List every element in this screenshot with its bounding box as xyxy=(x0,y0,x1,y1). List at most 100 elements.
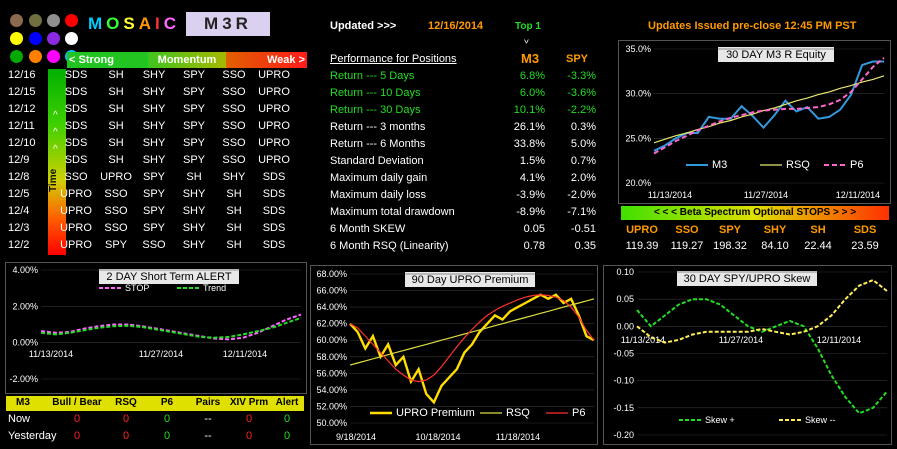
performance-row: Maximum total drawdown -8.9% -7.1% xyxy=(330,206,600,222)
issued-note: Updates Issued pre-close 12:45 PM PST xyxy=(648,20,857,32)
logo-letter: I xyxy=(155,14,164,33)
position-ticker: SSO xyxy=(222,120,246,132)
x-tick-label: 11/13/2014 xyxy=(621,335,665,345)
beta-ticker: SPY xyxy=(718,224,741,236)
position-ticker: UPRO xyxy=(258,137,290,149)
x-tick-label: 12/11/2014 xyxy=(223,349,267,359)
position-ticker: SPY xyxy=(182,103,205,115)
performance-m3-value: 33.8% xyxy=(513,138,545,150)
position-ticker: SPY xyxy=(182,154,205,166)
logo-letter: M xyxy=(88,14,107,33)
y-tick-label: 25.0% xyxy=(625,133,651,143)
position-ticker: SH xyxy=(108,120,124,132)
position-date: 12/4 xyxy=(8,205,30,217)
position-ticker: SDS xyxy=(64,69,88,81)
spy-column-head: SPY xyxy=(566,53,589,65)
signal-header: XIV Prm xyxy=(229,397,269,408)
signal-row-label: Now xyxy=(8,413,31,425)
series-line-stop xyxy=(40,313,302,341)
chart-title: 30 DAY M3 R Equity xyxy=(726,49,826,61)
signals-header: M3 Bull / Bear RSQ P6 Pairs XIV Prm Alert xyxy=(6,396,304,411)
momentum-mid: Momentum xyxy=(147,52,227,68)
chart-title: 30 DAY SPY/UPRO Skew xyxy=(684,273,811,285)
signal-value: 0 xyxy=(163,430,171,442)
position-ticker: UPRO xyxy=(258,120,290,132)
signal-header: P6 xyxy=(160,397,174,408)
premium-chart-panel xyxy=(310,265,598,445)
y-tick-label: 30.0% xyxy=(625,89,651,99)
table-row: 12/11 SDS SH SHY SPY SSO UPRO xyxy=(8,120,308,136)
y-tick-label: -0.15 xyxy=(613,403,634,413)
series-line-upro-premium xyxy=(349,293,595,405)
signal-value: 0 xyxy=(245,413,253,425)
legend-label: M3 xyxy=(712,159,727,171)
signal-row: Now 0 0 0 -- 0 0 xyxy=(6,413,304,428)
position-ticker: SHY xyxy=(142,69,166,81)
position-ticker: SH xyxy=(226,188,242,200)
performance-label: 6 Month SKEW xyxy=(330,223,406,235)
position-ticker: UPRO xyxy=(258,69,290,81)
y-tick-label: 0.00 xyxy=(616,321,634,331)
performance-spy-value: 0.3% xyxy=(570,121,596,133)
beta-stop-value: 84.10 xyxy=(761,240,789,252)
y-tick-label: 35.0% xyxy=(625,44,651,54)
y-tick-label: 58.00% xyxy=(316,352,347,362)
updated-label: Updated >>> xyxy=(330,20,397,32)
position-ticker: SH xyxy=(108,86,124,98)
table-row: 12/9 SDS SH SHY SPY SSO UPRO xyxy=(8,154,308,170)
position-ticker: SPY xyxy=(142,222,165,234)
momentum-bar: < Strong Momentum Weak > xyxy=(67,52,308,68)
performance-row: Standard Deviation 1.5% 0.7% xyxy=(330,155,600,171)
beta-stop-value: 23.59 xyxy=(851,240,879,252)
performance-spy-value: -2.0% xyxy=(567,189,596,201)
table-row: 12/3 UPRO SSO SPY SHY SH SDS xyxy=(8,222,308,238)
signal-value: 0 xyxy=(122,413,130,425)
performance-m3-value: 26.1% xyxy=(513,121,545,133)
table-row: 12/4 UPRO SSO SPY SHY SH SDS xyxy=(8,205,308,221)
performance-row: Return --- 6 Months 33.8% 5.0% xyxy=(330,138,600,154)
position-ticker: SH xyxy=(108,137,124,149)
chart-title: 90 Day UPRO Premium xyxy=(412,274,529,286)
performance-label: Return --- 10 Days xyxy=(330,87,421,99)
position-ticker: SDS xyxy=(262,171,286,183)
performance-label: Standard Deviation xyxy=(330,155,424,167)
performance-spy-value: 2.0% xyxy=(570,172,596,184)
logo-text: MOSAIC xyxy=(88,14,180,34)
signal-header: Pairs xyxy=(195,397,221,408)
logo-letter: O xyxy=(106,14,124,33)
equity-chart-panel xyxy=(618,40,891,204)
position-date: 12/8 xyxy=(8,171,30,183)
series-line-skew- xyxy=(636,278,888,344)
performance-label: Return --- 3 months xyxy=(330,121,426,133)
chart-title-bg xyxy=(99,269,239,284)
performance-row: 6 Month SKEW 0.05 -0.51 xyxy=(330,223,600,239)
position-date: 12/12 xyxy=(8,103,36,115)
y-tick-label: 64.00% xyxy=(316,302,347,312)
position-ticker: UPRO xyxy=(100,171,132,183)
time-caret-icon: ^ xyxy=(53,110,58,121)
performance-label: Return --- 5 Days xyxy=(330,70,415,82)
performance-m3-value: 6.0% xyxy=(519,87,545,99)
position-date: 12/11 xyxy=(8,120,35,132)
performance-spy-value: -3.3% xyxy=(567,70,596,82)
position-ticker: SPY xyxy=(182,69,205,81)
performance-spy-value: -0.51 xyxy=(570,223,596,235)
performance-spy-value: 0.7% xyxy=(570,155,596,167)
beta-stop-value: 22.44 xyxy=(804,240,832,252)
signal-value: 0 xyxy=(163,413,171,425)
legend-label: P6 xyxy=(850,159,863,171)
performance-m3-value: 0.05 xyxy=(523,223,545,235)
chart-title-bg xyxy=(405,272,535,287)
position-ticker: SSO xyxy=(104,188,128,200)
beta-spectrum-bar: < < < Beta Spectrum Optional STOPS > > > xyxy=(621,206,889,220)
legend-label: Trend xyxy=(203,283,226,293)
position-ticker: SDS xyxy=(64,120,88,132)
x-tick-label: 11/18/2014 xyxy=(496,432,540,442)
position-date: 12/2 xyxy=(8,239,30,251)
beta-ticker: SDS xyxy=(853,224,877,236)
y-tick-label: -0.10 xyxy=(613,376,634,386)
y-tick-label: 0.10 xyxy=(616,267,634,277)
position-date: 12/5 xyxy=(8,188,30,200)
y-tick-label: 54.00% xyxy=(316,385,347,395)
position-ticker: SSO xyxy=(142,239,166,251)
